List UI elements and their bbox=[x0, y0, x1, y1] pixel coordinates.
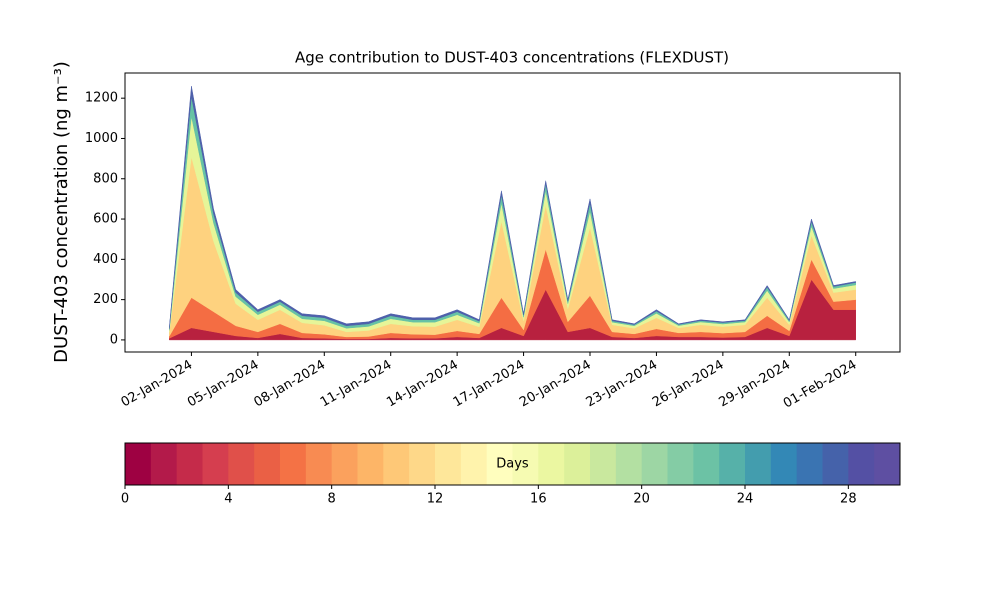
colorbar-tick-label: 8 bbox=[328, 492, 336, 507]
colorbar-tick-label: 28 bbox=[840, 492, 857, 507]
colorbar-bin bbox=[874, 443, 901, 485]
colorbar-bin bbox=[564, 443, 591, 485]
colorbar-tick-label: 24 bbox=[737, 492, 754, 507]
colorbar-bin bbox=[615, 443, 643, 485]
y-tick-label: 600 bbox=[93, 212, 118, 227]
y-axis-label: DUST-403 concentration (ng m⁻³) bbox=[51, 61, 72, 363]
colorbar-bin bbox=[409, 443, 436, 485]
x-tick-label: 05-Jan-2024 bbox=[185, 358, 262, 411]
colorbar-bin bbox=[796, 443, 823, 485]
x-tick-label: 26-Jan-2024 bbox=[650, 358, 727, 411]
x-tick-label: 20-Jan-2024 bbox=[517, 358, 594, 411]
colorbar-bin bbox=[202, 443, 229, 485]
x-tick-label: 01-Feb-2024 bbox=[781, 358, 860, 412]
colorbar-bin bbox=[641, 443, 668, 485]
colorbar-tick-label: 4 bbox=[224, 492, 232, 507]
x-tick-label: 29-Jan-2024 bbox=[716, 358, 793, 411]
colorbar-tick-label: 12 bbox=[427, 492, 444, 507]
colorbar-bin bbox=[383, 443, 410, 485]
colorbar-bin bbox=[460, 443, 488, 485]
colorbar-bin bbox=[512, 443, 539, 485]
x-tick-label: 23-Jan-2024 bbox=[584, 358, 661, 411]
y-tick-label: 1200 bbox=[85, 91, 118, 106]
colorbar-bin bbox=[693, 443, 720, 485]
y-tick-label: 400 bbox=[93, 252, 118, 267]
colorbar-bin bbox=[719, 443, 746, 485]
colorbar-bin bbox=[254, 443, 281, 485]
area-layer bbox=[169, 86, 856, 329]
x-tick-label: 02-Jan-2024 bbox=[119, 358, 196, 411]
y-tick-label: 800 bbox=[93, 171, 118, 186]
plot-frame bbox=[124, 72, 901, 353]
colorbar-bin bbox=[150, 443, 178, 485]
y-tick-label: 200 bbox=[93, 292, 118, 307]
colorbar-frame bbox=[124, 442, 901, 486]
colorbar-bin bbox=[176, 443, 203, 485]
x-tick-label: 17-Jan-2024 bbox=[451, 358, 528, 411]
colorbar-bin bbox=[822, 443, 849, 485]
x-tick-label: 14-Jan-2024 bbox=[384, 358, 461, 411]
x-tick-label: 08-Jan-2024 bbox=[251, 358, 328, 411]
colorbar-bin bbox=[228, 443, 255, 485]
colorbar-bin bbox=[538, 443, 565, 485]
colorbar-bin bbox=[848, 443, 875, 485]
colorbar-tick-label: 0 bbox=[121, 492, 129, 507]
colorbar-bin bbox=[357, 443, 384, 485]
colorbar-label: Days bbox=[496, 457, 529, 472]
colorbar-bin bbox=[486, 443, 513, 485]
colorbar-bin bbox=[745, 443, 772, 485]
y-tick-label: 0 bbox=[110, 332, 118, 347]
x-tick-label: 11-Jan-2024 bbox=[318, 358, 395, 411]
chart-title: Age contribution to DUST-403 concentrati… bbox=[295, 49, 729, 67]
colorbar-tick-label: 16 bbox=[530, 492, 547, 507]
colorbar-bin bbox=[305, 443, 333, 485]
colorbar-bin bbox=[770, 443, 798, 485]
colorbar-bin bbox=[435, 443, 462, 485]
colorbar-bin bbox=[331, 443, 358, 485]
colorbar-tick-label: 20 bbox=[633, 492, 650, 507]
colorbar-bin bbox=[590, 443, 617, 485]
y-tick-label: 1000 bbox=[85, 131, 118, 146]
colorbar-bin bbox=[667, 443, 694, 485]
colorbar-bin bbox=[280, 443, 307, 485]
colorbar-bin bbox=[125, 443, 152, 485]
